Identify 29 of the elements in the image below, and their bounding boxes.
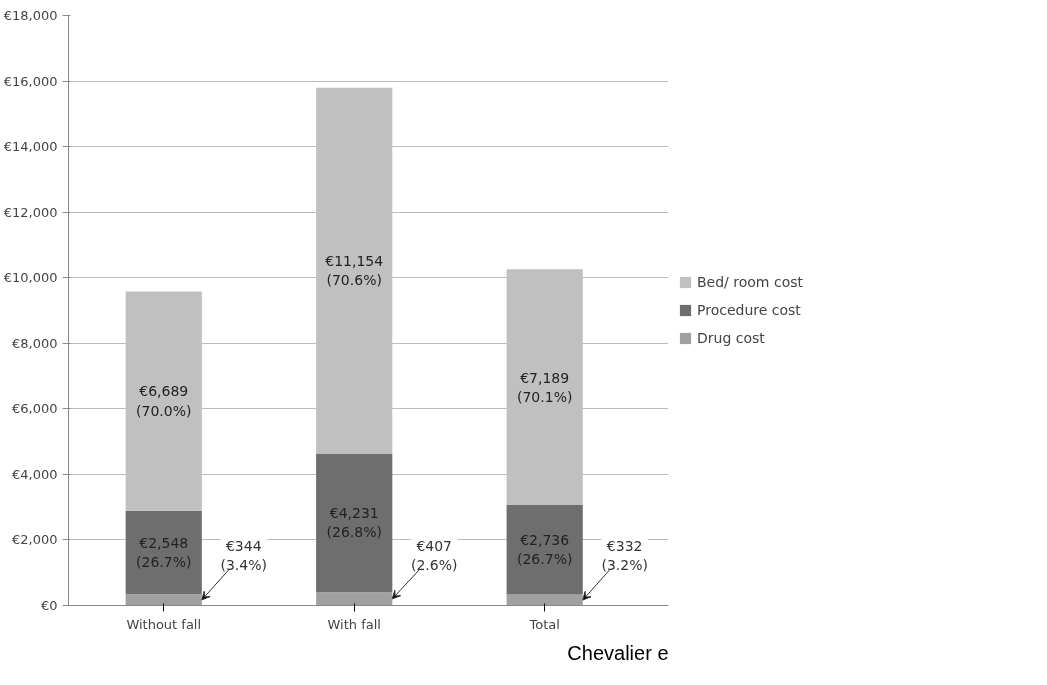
y-tick-label: €2,000: [12, 532, 58, 548]
data-label: €7,189 (70.1%): [516, 369, 573, 405]
bar: [125, 291, 202, 511]
data-label: €2,736 (26.7%): [516, 532, 573, 568]
data-label: €332 (3.2%): [601, 537, 648, 573]
y-tick-label: €18,000: [3, 8, 58, 23]
y-tick-label: €0: [40, 598, 58, 613]
data-label: €6,689 (70.0%): [136, 383, 192, 419]
data-label: €4,231 (26.8%): [326, 505, 382, 541]
x-tick-label: With fall: [327, 616, 381, 632]
y-tick-label: €14,000: [3, 139, 58, 155]
text: Chevalier e: [567, 641, 669, 664]
legend-label: Procedure cost: [697, 302, 801, 318]
data-label: €344 (3.4%): [220, 537, 267, 573]
y-tick-label: €10,000: [3, 270, 58, 286]
x-tick-label: Total: [528, 616, 560, 632]
y-tick-label: €12,000: [3, 204, 58, 220]
bar: [316, 87, 393, 454]
x-tick-label: Without fall: [126, 616, 202, 632]
legend-label: Bed/ room cost: [697, 274, 803, 290]
y-tick-label: €16,000: [3, 73, 58, 89]
data-label: €407 (2.6%): [410, 537, 458, 573]
y-tick-label: €8,000: [12, 335, 58, 351]
data-label: €11,154 (70.6%): [325, 253, 384, 289]
legend-label: Drug cost: [697, 330, 765, 346]
data-label: €2,548 (26.7%): [136, 534, 192, 571]
bar: [506, 269, 583, 505]
y-tick-label: €6,000: [12, 401, 58, 417]
y-tick-label: €4,000: [12, 466, 58, 482]
